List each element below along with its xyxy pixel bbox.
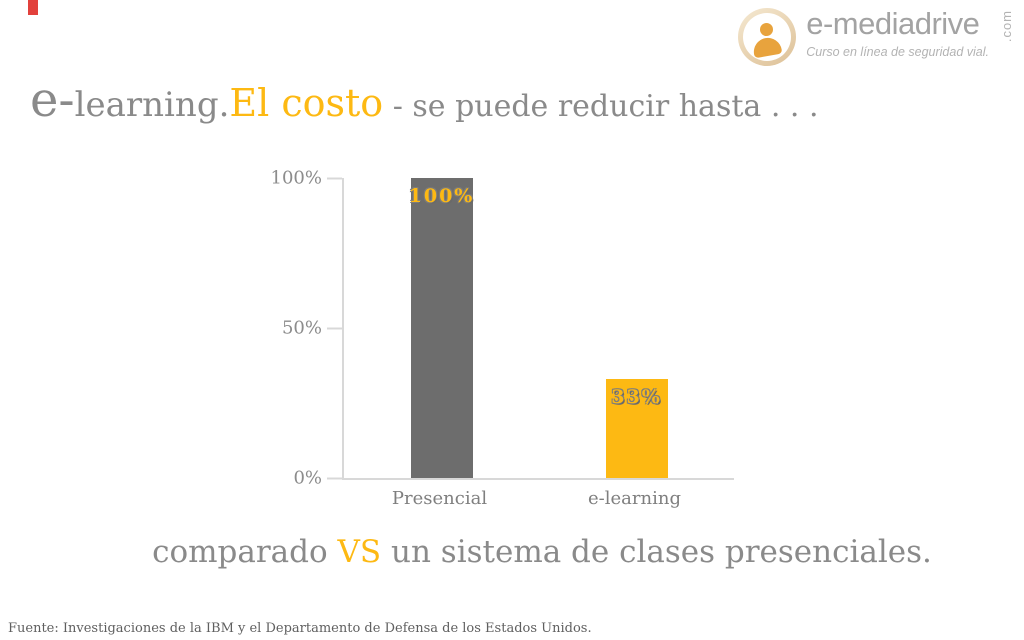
title-highlight: El costo	[229, 81, 384, 125]
plot-area: 100% 50% 0% 100% 33%	[271, 168, 734, 489]
source-note: Fuente: Investigaciones de la IBM y el D…	[8, 621, 592, 636]
bar-Presencial: 100%	[408, 178, 475, 478]
y-axis: 100% 50% 0%	[271, 168, 342, 489]
person-head-shape	[760, 23, 774, 36]
y-tick: 50%	[282, 318, 342, 339]
y-tick-label: 0%	[293, 467, 322, 489]
title-learning: learning.	[74, 85, 230, 125]
caption-after: un sistema de clases presenciales.	[381, 534, 932, 570]
x-axis-label: Presencial	[391, 488, 488, 509]
title-rest: - se puede reducir hasta . . .	[383, 89, 819, 124]
x-axis: Presencial e-learning	[342, 488, 732, 509]
y-tick: 0%	[293, 468, 342, 489]
x-axis-label: e-learning	[588, 488, 681, 509]
brand-name: e-mediadrive	[806, 6, 980, 41]
y-tick-label: 50%	[281, 317, 322, 339]
y-tick-mark	[327, 177, 342, 179]
person-body-shape	[751, 35, 783, 59]
y-tick: 100%	[271, 168, 342, 189]
y-tick-mark	[327, 327, 342, 329]
red-accent-mark	[28, 0, 38, 15]
caption-before: comparado	[152, 534, 338, 570]
slide-title: e-learning.El costo - se puede reducir h…	[30, 72, 819, 128]
brand-tagline: Curso en línea de seguridad vial.	[806, 44, 989, 59]
bar-value-label: 100%	[408, 185, 475, 207]
logo-icon-inner	[743, 13, 792, 61]
y-tick-mark	[327, 477, 342, 479]
title-e: e-	[30, 72, 75, 128]
caption: comparado VS un sistema de clases presen…	[60, 534, 1024, 570]
bar-chart: 100% 50% 0% 100% 33% Presencial e-learning	[271, 168, 734, 509]
bar-e-learning: 33%	[605, 379, 668, 478]
bar-value-label: 33%	[611, 386, 662, 408]
y-tick-label: 100%	[270, 167, 322, 189]
logo: e-mediadrive Curso en línea de seguridad…	[738, 6, 1014, 66]
brand-tld: .com	[999, 10, 1014, 43]
logo-driver-icon	[738, 8, 797, 66]
caption-vs: VS	[337, 534, 382, 570]
